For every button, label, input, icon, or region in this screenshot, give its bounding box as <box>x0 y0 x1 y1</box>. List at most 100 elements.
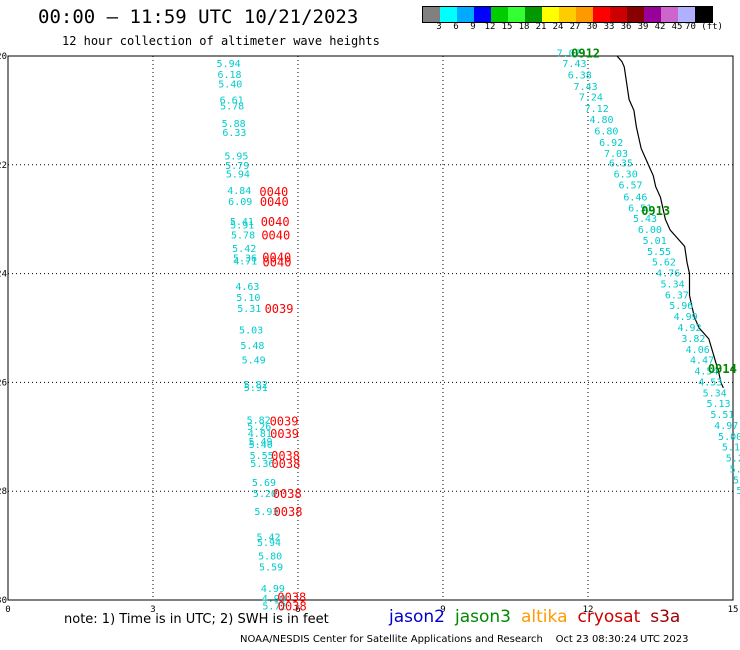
swh-label: 5.95 <box>224 152 248 163</box>
swh-label: 7.43 <box>574 82 598 93</box>
legend-item-jason3: jason3 <box>455 607 511 627</box>
colorbar-swatch <box>610 7 627 22</box>
swh-label: 5.51 <box>710 410 734 421</box>
swh-label: 4.06 <box>686 345 710 356</box>
swh-label: 4.53 <box>698 377 722 388</box>
swh-label: 7.03 <box>604 149 628 160</box>
colorbar-swatch <box>695 7 712 22</box>
swh-label: 4.63 <box>235 282 259 293</box>
swh-label: 5.36 <box>250 459 274 470</box>
swh-label: 6.35 <box>609 159 633 170</box>
pass-time-label: 0039 <box>270 427 299 441</box>
swh-label: 5.34 <box>703 388 727 399</box>
swh-label: 4.76 <box>656 269 680 280</box>
pass-time-label: 0912 <box>571 46 600 60</box>
y-tick-label: -28 <box>0 487 7 497</box>
coastline <box>616 55 724 389</box>
swh-label: 6.00 <box>638 225 662 236</box>
pass-time-label: 0038 <box>271 457 300 471</box>
swh-label: 5.48 <box>240 341 264 352</box>
map-axes: 0 3 6 9 12 15 -20 -22 -24 -26 -28 -30 <box>0 52 738 615</box>
swh-label: 5.69 <box>252 478 276 489</box>
colorbar-swatch <box>491 7 508 22</box>
colorbar-swatch <box>457 7 474 22</box>
swh-label: 6.33 <box>222 128 246 139</box>
colorbar-label: 9 <box>470 22 476 32</box>
swh-label: 6.30 <box>614 170 638 181</box>
cryosat-track: 5.946.185.406.615.785.886.335.955.795.94… <box>217 59 307 613</box>
swh-label: 6.37 <box>665 290 689 301</box>
colorbar-label: 70 (ft) <box>685 22 723 32</box>
colorbar-label: 6 <box>453 22 459 32</box>
colorbar-label: 42 <box>654 22 666 32</box>
x-tick-label: 15 <box>728 605 739 615</box>
swh-label: 4.81 <box>248 429 272 440</box>
swh-label: 5.40 <box>218 79 242 90</box>
swh-label: 5.82 <box>244 380 268 391</box>
colorbar-swatch <box>423 7 440 22</box>
swh-label: 3.82 <box>681 334 705 345</box>
x-tick-label: 12 <box>583 605 594 615</box>
y-tick-label: -22 <box>0 161 7 171</box>
colorbar-swatch <box>661 7 678 22</box>
footer-credit: NOAA/NESDIS Center for Satellite Applica… <box>240 634 689 645</box>
swh-label: 5.42 <box>232 244 256 255</box>
swh-label: 6.09 <box>228 197 252 208</box>
swh-label: 5.96 <box>669 301 693 312</box>
map-grid <box>7 55 734 601</box>
colorbar-swatch <box>644 7 661 22</box>
colorbar-label: 33 <box>603 22 615 32</box>
swh-label: 5.78 <box>231 231 255 242</box>
pass-time-label: 0038 <box>274 505 303 519</box>
swh-label: 4.97 <box>714 421 738 432</box>
colorbar-swatch <box>525 7 542 22</box>
colorbar-swatch <box>508 7 525 22</box>
swh-label: 5.41 <box>230 217 254 228</box>
swh-label: 5.10 <box>722 443 740 454</box>
pass-time-label: 0040 <box>260 195 289 209</box>
map-frame <box>7 55 734 601</box>
colorbar <box>422 6 713 23</box>
swh-label: 5.79 <box>225 161 249 172</box>
pass-time-label: 0039 <box>270 415 299 429</box>
swh-label: 5.89 <box>733 475 740 486</box>
swh-label: 5.72 <box>262 602 286 613</box>
swh-label: 5.36 <box>233 253 257 264</box>
swh-label: 6.38 <box>568 71 592 82</box>
colorbar-swatch <box>576 7 593 22</box>
colorbar-label: 27 <box>569 22 581 32</box>
pass-time-label: 0040 <box>261 229 290 243</box>
swh-label: 6.61 <box>220 96 244 107</box>
satellite-legend: jason2 jason3 altika cryosat s3a <box>389 607 690 627</box>
legend-item-s3a: s3a <box>650 607 681 627</box>
pass-time-label: 0040 <box>262 250 291 264</box>
swh-label: 5.78 <box>220 102 244 113</box>
swh-label: 5.93 <box>254 507 278 518</box>
colorbar-label: 45 <box>671 22 683 32</box>
colorbar-swatch <box>559 7 576 22</box>
colorbar-label: 12 <box>484 22 496 32</box>
swh-label: 5.13 <box>706 399 730 410</box>
pass-time-label: 0038 <box>278 600 307 614</box>
swh-label: 5.59 <box>259 562 283 573</box>
pass-time-label: 0038 <box>277 590 306 604</box>
swh-label: 5.91 <box>244 383 268 394</box>
swh-label: 4.84 <box>227 186 251 197</box>
swh-label: 5.29 <box>726 454 740 465</box>
swh-label: 5.62 <box>652 258 676 269</box>
colorbar-swatch <box>627 7 644 22</box>
swh-label: 5.49 <box>242 356 266 367</box>
swh-label: 7.12 <box>585 104 609 115</box>
colorbar-swatch <box>593 7 610 22</box>
y-tick-label: -24 <box>0 270 7 280</box>
colorbar-swatch <box>440 7 457 22</box>
jason3-track: 7.077.436.387.437.247.124.806.806.927.03… <box>557 46 740 508</box>
swh-label: 6.92 <box>599 138 623 149</box>
swh-label: 4.99 <box>261 584 285 595</box>
pass-time-label: 0040 <box>263 256 292 270</box>
swh-label: 7.43 <box>562 59 586 70</box>
pass-time-label: 0913 <box>641 204 670 218</box>
colorbar-label: 18 <box>518 22 530 32</box>
swh-label: 5.26 <box>247 422 271 433</box>
